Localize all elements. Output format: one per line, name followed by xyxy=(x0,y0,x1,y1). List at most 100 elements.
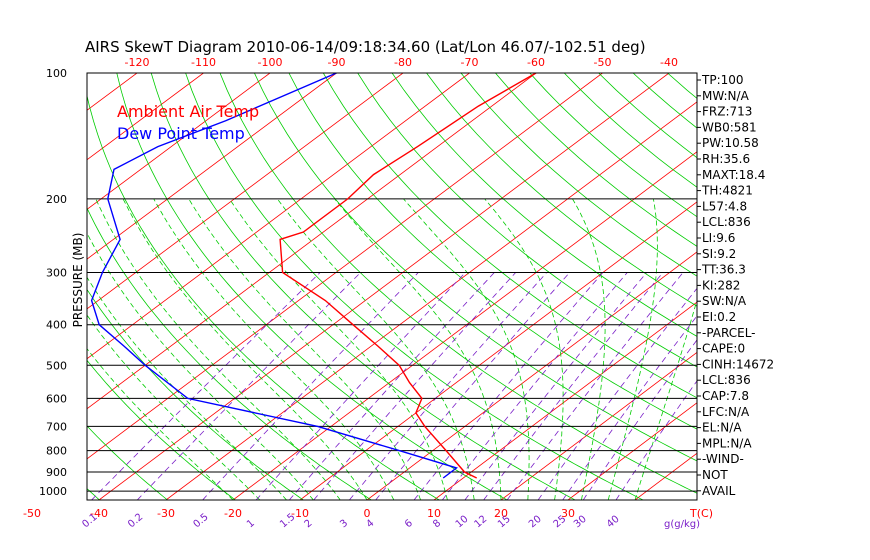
pressure-tick-label: 1000 xyxy=(39,485,67,498)
top-temp-tick-label: -40 xyxy=(660,56,678,69)
dry-adiabat-line xyxy=(288,73,697,430)
mixing-ratio-line xyxy=(91,272,321,500)
moist-adiabat-line xyxy=(95,198,341,500)
dry-adiabat-line xyxy=(87,425,168,500)
legend-ambient-air-temp: Ambient Air Temp xyxy=(117,102,259,121)
bottom-temp-tick-label: 30 xyxy=(561,507,575,520)
stability-index-label: EL:N/A xyxy=(702,421,742,435)
pressure-tick-label: 500 xyxy=(46,359,67,372)
pressure-tick-label: 100 xyxy=(46,67,67,80)
dry-adiabat-line xyxy=(185,73,644,500)
dry-adiabat-line xyxy=(357,73,697,368)
moist-adiabat-line xyxy=(122,198,368,500)
dry-adiabat-line xyxy=(254,73,697,462)
mixing-ratio-line xyxy=(313,272,516,500)
stability-index-label: AVAIL xyxy=(702,484,736,498)
stability-index-label: SI:9.2 xyxy=(702,247,736,261)
stability-index-label: TH:4821 xyxy=(701,184,753,198)
dry-adiabat-line xyxy=(322,73,697,399)
bottom-temp-tick-label: 10 xyxy=(427,507,441,520)
dry-adiabat-line xyxy=(87,207,372,500)
mixing-ratio-label: 40 xyxy=(605,514,622,531)
bottom-temp-tick-label: 20 xyxy=(494,507,508,520)
dry-adiabat-line xyxy=(87,359,236,500)
isotherm-line xyxy=(366,251,697,500)
stability-index-label: RH:35.6 xyxy=(702,152,750,166)
dry-adiabat-line xyxy=(426,73,697,307)
top-temp-tick-label: -90 xyxy=(328,56,346,69)
mixing-ratio-line xyxy=(562,315,697,500)
mixing-ratio-label: 0.2 xyxy=(126,512,145,531)
moist-adiabat-line xyxy=(277,198,475,500)
stability-index-label: MW:N/A xyxy=(702,89,750,103)
stability-index-label: SW:N/A xyxy=(702,294,747,308)
bottom-temp-unit: T(C) xyxy=(689,507,713,520)
dry-adiabat-line xyxy=(116,73,508,500)
pressure-tick-label: 700 xyxy=(46,420,67,433)
top-temp-tick-label: -110 xyxy=(191,56,216,69)
isotherm-line xyxy=(87,73,404,310)
isotherm-line xyxy=(87,73,470,360)
top-temp-tick-label: -80 xyxy=(394,56,412,69)
bottom-temp-tick-label: -50 xyxy=(23,507,41,520)
dry-adiabat-line xyxy=(460,73,697,277)
isotherm-line xyxy=(299,201,697,500)
isotherm-line xyxy=(769,73,870,500)
dry-adiabat-line xyxy=(805,73,870,500)
dry-adiabat-line xyxy=(0,73,32,500)
mixing-ratio-label: 4 xyxy=(365,518,377,531)
dry-adiabat-line xyxy=(771,73,870,500)
bottom-temp-tick-label: -30 xyxy=(157,507,175,520)
stability-index-label: LCL:836 xyxy=(702,373,751,387)
stability-index-label: WB0:581 xyxy=(702,120,757,134)
dry-adiabat-line xyxy=(87,288,304,500)
stability-index-label: -PARCEL- xyxy=(702,326,756,340)
mixing-ratio-label: 6 xyxy=(403,518,415,531)
mixing-ratio-line xyxy=(349,272,547,500)
isotherm-line xyxy=(567,402,697,500)
isotherm-line xyxy=(87,73,603,460)
mixing-ratio-label: 12 xyxy=(473,514,490,531)
dry-adiabat-line xyxy=(391,73,697,337)
isotherm-line xyxy=(0,73,4,500)
mixing-ratio-line xyxy=(441,272,628,500)
stability-index-label: CINH:14672 xyxy=(702,357,774,371)
stability-index-label: KI:282 xyxy=(702,278,740,292)
stability-index-label: FRZ:713 xyxy=(702,105,752,119)
top-temp-tick-label: -70 xyxy=(461,56,479,69)
dry-adiabat-line xyxy=(219,73,697,494)
mixing-ratio-label: 1 xyxy=(245,518,257,531)
mixing-ratio-line xyxy=(615,380,697,500)
moist-adiabat-line xyxy=(87,276,287,500)
chart-title: AIRS SkewT Diagram 2010-06-14/09:18:34.6… xyxy=(85,38,646,56)
stability-index-label: LI:9.6 xyxy=(702,231,735,245)
moist-adiabat-line xyxy=(153,198,395,500)
dewpoint-profile-line xyxy=(90,73,459,479)
stability-index-label: L57:4.8 xyxy=(702,199,747,213)
stability-index-label: TT:36.3 xyxy=(701,263,746,277)
mixing-ratio-line xyxy=(483,272,664,500)
stability-index-label: MAXT:18.4 xyxy=(702,168,765,182)
mixing-ratio-line xyxy=(289,272,495,500)
mixing-ratio-line xyxy=(202,272,419,500)
stability-index-label: -WIND- xyxy=(702,452,744,466)
plot-frame xyxy=(86,72,698,501)
mixing-ratio-unit: g(g/kg) xyxy=(664,519,700,530)
mixing-ratio-label: 0.5 xyxy=(191,512,210,531)
mixing-ratio-line xyxy=(537,287,697,500)
dry-adiabat-line xyxy=(667,73,697,99)
dry-adiabat-line xyxy=(87,94,440,500)
temperature-profile-line xyxy=(279,73,537,479)
mixing-ratio-label: 2 xyxy=(303,518,315,531)
bottom-temp-tick-label: 0 xyxy=(364,507,371,520)
isotherm-line xyxy=(433,301,697,500)
pressure-tick-label: 800 xyxy=(46,445,67,458)
legend-dew-point-temp: Dew Point Temp xyxy=(117,124,245,143)
stability-index-label: LCL:836 xyxy=(702,215,751,229)
isotherm-line xyxy=(0,73,71,500)
dry-adiabat-line xyxy=(840,73,870,500)
stability-index-label: NOT xyxy=(702,468,728,482)
stability-index-label: CAPE:0 xyxy=(702,342,745,356)
moist-adiabat-line xyxy=(334,198,502,500)
